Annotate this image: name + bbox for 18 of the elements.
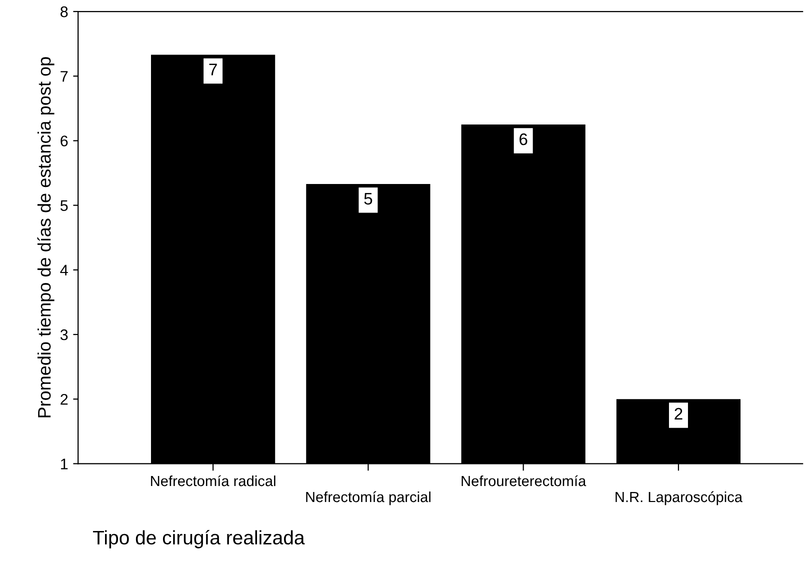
y-tick-label: 4	[60, 264, 68, 276]
data-label: 5	[364, 192, 372, 205]
y-axis-title: Promedio tiempo de días de estancia post op	[37, 57, 54, 418]
x-tick-label: Nefroureterectomía	[462, 475, 586, 486]
x-tick-label: Nefrectomía radical	[151, 475, 276, 486]
data-label: 7	[209, 64, 217, 76]
y-tick-label: 6	[60, 136, 68, 146]
x-tick-label: N.R. Laparoscópica	[616, 491, 743, 506]
data-label: 2	[674, 408, 682, 420]
y-tick-label: 2	[60, 394, 68, 405]
y-tick-label: 1	[61, 458, 68, 470]
y-tick-label: 3	[60, 329, 68, 340]
y-tick-label: 5	[60, 200, 68, 211]
x-tick-label: Nefrectomía parcial	[306, 491, 430, 506]
x-axis-title: Tipo de cirugía realizada	[93, 530, 305, 548]
y-tick-label: 8	[60, 6, 68, 18]
data-label: 6	[520, 133, 528, 146]
y-tick-label: 7	[60, 71, 68, 82]
